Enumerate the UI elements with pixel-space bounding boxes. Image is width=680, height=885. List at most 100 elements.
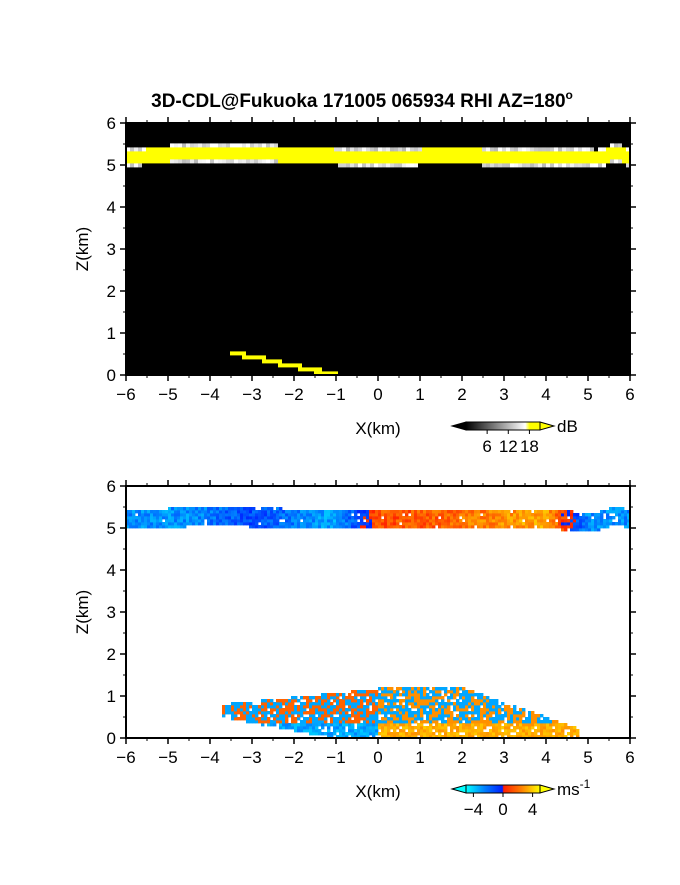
- echo-cell: [194, 171, 199, 176]
- echo-cell: [294, 343, 299, 348]
- echo-cell: [418, 363, 423, 368]
- echo-cell: [286, 271, 291, 276]
- echo-cell: [302, 131, 307, 136]
- echo-cell: [202, 243, 207, 248]
- echo-cell: [242, 215, 247, 220]
- echo-cell: [342, 243, 347, 248]
- echo-cell: [362, 327, 367, 332]
- echo-cell: [210, 203, 215, 208]
- echo-cell: [250, 363, 255, 368]
- echo-cell: [426, 175, 431, 180]
- echo-cell: [334, 211, 339, 216]
- echo-cell: [242, 211, 247, 216]
- echo-cell: [210, 247, 215, 252]
- echo-cell: [298, 363, 303, 368]
- echo-cell: [234, 243, 239, 248]
- echo-cell: [138, 371, 143, 376]
- echo-cell: [258, 351, 263, 356]
- echo-cell: [342, 219, 347, 224]
- echo-cell: [146, 255, 151, 260]
- echo-cell: [238, 359, 243, 364]
- echo-cell: [146, 135, 151, 140]
- echo-cell: [402, 239, 407, 244]
- echo-cell: [274, 255, 279, 260]
- echo-cell: [350, 335, 355, 340]
- echo-cell: [274, 295, 279, 300]
- echo-cell: [242, 275, 247, 280]
- echo-cell: [158, 171, 163, 176]
- echo-cell: [198, 279, 203, 284]
- echo-cell: [282, 351, 287, 356]
- echo-cell: [194, 371, 199, 376]
- echo-cell: [318, 219, 323, 224]
- echo-cell: [270, 239, 275, 244]
- echo-cell: [146, 299, 151, 304]
- echo-cell: [410, 243, 415, 248]
- echo-cell: [142, 139, 147, 144]
- echo-cell: [234, 167, 239, 172]
- echo-cell: [274, 315, 279, 320]
- echo-cell: [394, 131, 399, 136]
- echo-cell: [210, 323, 215, 328]
- echo-cell: [310, 223, 315, 228]
- echo-cell: [194, 355, 199, 360]
- echo-cell: [234, 279, 239, 284]
- echo-cell: [306, 163, 311, 168]
- echo-cell: [346, 295, 351, 300]
- echo-cell: [218, 347, 223, 352]
- echo-cell: [426, 251, 431, 256]
- echo-cell: [230, 271, 235, 276]
- echo-cell: [218, 191, 223, 196]
- echo-cell: [366, 263, 371, 268]
- echo-cell: [338, 311, 343, 316]
- echo-cell: [262, 219, 267, 224]
- echo-cell: [262, 355, 267, 360]
- echo-cell: [358, 307, 363, 312]
- echo-cell: [370, 219, 375, 224]
- echo-cell: [346, 207, 351, 212]
- echo-cell: [266, 219, 271, 224]
- echo-cell: [218, 127, 223, 132]
- echo-cell: [354, 167, 359, 172]
- echo-cell: [294, 255, 299, 260]
- echo-cell: [394, 187, 399, 192]
- echo-cell: [430, 327, 435, 332]
- echo-cell: [442, 339, 447, 344]
- echo-cell: [326, 147, 331, 152]
- echo-cell: [386, 283, 391, 288]
- echo-cell: [210, 195, 215, 200]
- echo-cell: [322, 231, 327, 236]
- echo-cell: [366, 319, 371, 324]
- echo-cell: [358, 359, 363, 364]
- echo-cell: [326, 171, 331, 176]
- echo-cell: [202, 203, 207, 208]
- echo-cell: [282, 223, 287, 228]
- echo-cell: [126, 255, 131, 260]
- echo-cell: [210, 291, 215, 296]
- echo-cell: [442, 323, 447, 328]
- echo-cell: [406, 323, 411, 328]
- echo-cell: [306, 279, 311, 284]
- echo-cell: [186, 275, 191, 280]
- echo-cell: [386, 287, 391, 292]
- echo-cell: [350, 211, 355, 216]
- echo-cell: [178, 243, 183, 248]
- echo-cell: [378, 295, 383, 300]
- echo-cell: [386, 263, 391, 268]
- echo-cell: [418, 183, 423, 188]
- echo-cell: [246, 159, 251, 164]
- echo-cell: [410, 191, 415, 196]
- echo-cell: [142, 227, 147, 232]
- echo-cell: [254, 239, 259, 244]
- echo-cell: [390, 243, 395, 248]
- echo-cell: [178, 323, 183, 328]
- echo-cell: [198, 271, 203, 276]
- echo-cell: [198, 327, 203, 332]
- echo-cell: [174, 315, 179, 320]
- echo-cell: [362, 215, 367, 220]
- echo-cell: [350, 363, 355, 368]
- echo-cell: [422, 299, 427, 304]
- echo-cell: [274, 311, 279, 316]
- echo-cell: [250, 227, 255, 232]
- echo-cell: [138, 211, 143, 216]
